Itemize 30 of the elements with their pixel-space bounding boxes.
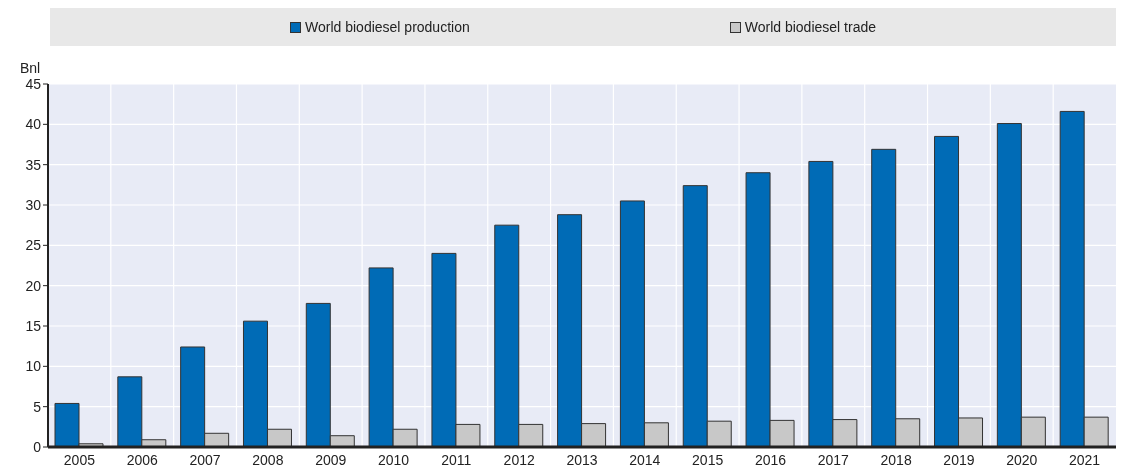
y-tick-label: 10 xyxy=(25,358,42,375)
x-tick-label: 2009 xyxy=(315,451,347,468)
x-tick-label: 2014 xyxy=(629,451,661,468)
x-tick-label: 2012 xyxy=(503,451,535,468)
legend-label: World biodiesel production xyxy=(305,19,470,35)
y-tick-label: 5 xyxy=(33,398,42,415)
x-tick-label: 2010 xyxy=(377,451,410,468)
x-tick-label: 2013 xyxy=(566,451,598,468)
x-tick-label: 2005 xyxy=(63,451,96,468)
x-tick-label: 2017 xyxy=(817,451,850,468)
x-tick-label: 2006 xyxy=(126,451,159,468)
x-tick-label: 2021 xyxy=(1069,451,1101,468)
x-tick-label: 2020 xyxy=(1006,451,1038,468)
y-tick-label: 45 xyxy=(25,75,42,92)
y-tick-label: 0 xyxy=(33,438,42,455)
y-tick-label: 15 xyxy=(25,317,42,334)
x-tick-label: 2019 xyxy=(943,451,975,468)
y-tick-label: 35 xyxy=(25,156,42,173)
y-axis-title: Bnl xyxy=(20,60,41,76)
x-tick-label: 2015 xyxy=(692,451,724,468)
y-tick-label: 25 xyxy=(25,237,42,254)
x-tick-label: 2011 xyxy=(441,451,472,468)
x-tick-label: 2008 xyxy=(252,451,284,468)
x-tick-label: 2007 xyxy=(189,451,221,468)
x-tick-label: 2018 xyxy=(880,451,912,468)
x-tick-label: 2016 xyxy=(754,451,787,468)
y-tick-label: 40 xyxy=(25,116,42,133)
y-tick-label: 30 xyxy=(25,196,42,213)
y-tick-label: 20 xyxy=(25,277,42,294)
legend-label: World biodiesel trade xyxy=(744,19,876,35)
